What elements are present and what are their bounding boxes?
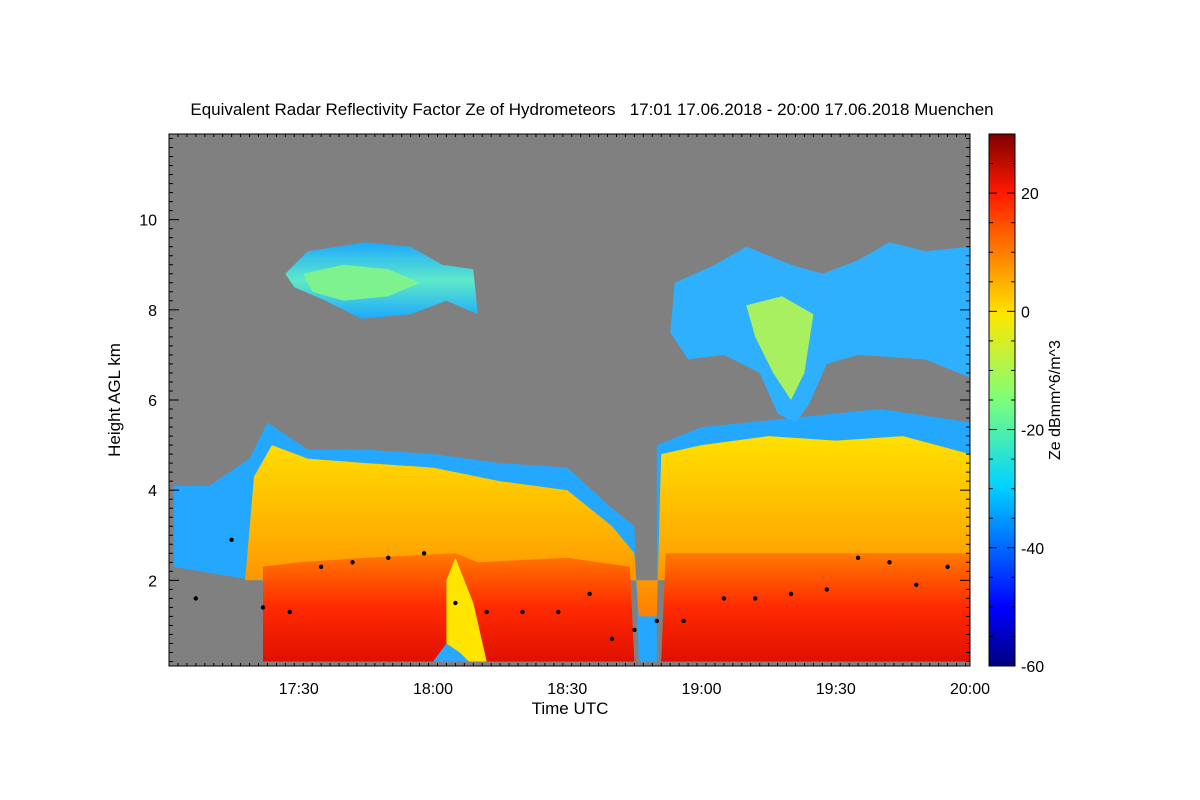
colorbar bbox=[988, 133, 1016, 667]
y-tick-label: 2 bbox=[148, 573, 157, 590]
region-anvil-core bbox=[746, 296, 814, 400]
cloud-base-point bbox=[520, 609, 525, 615]
region-upper-cirrus-core bbox=[303, 264, 420, 301]
x-tick-label: 18:00 bbox=[413, 681, 453, 698]
chart-title: Equivalent Radar Reflectivity Factor Ze … bbox=[190, 100, 993, 119]
cloud-base-point bbox=[421, 551, 427, 556]
cloud-base-point bbox=[788, 591, 794, 597]
cloud-base-point bbox=[824, 587, 829, 592]
x-tick-label: 19:00 bbox=[681, 681, 721, 698]
cloud-base-point bbox=[914, 582, 919, 587]
cloud-base-point bbox=[753, 596, 758, 601]
region-low-level-precipitation bbox=[263, 553, 970, 662]
region-rain-gap bbox=[446, 557, 487, 662]
colorbar-ticks: -60 -40 -20 0 20 bbox=[989, 133, 1044, 676]
plot-area bbox=[168, 133, 971, 667]
x-axis-label: Time UTC bbox=[532, 699, 609, 718]
x-tick-label: 19:30 bbox=[816, 681, 856, 698]
colorbar-tick-label: -40 bbox=[1021, 541, 1044, 558]
colorbar-tick-label: 20 bbox=[1021, 186, 1039, 203]
y-tick-label: 10 bbox=[139, 213, 157, 230]
cloud-base-point bbox=[350, 560, 355, 565]
y-tick-label: 4 bbox=[148, 483, 157, 500]
cloud-base-point bbox=[855, 555, 861, 560]
cloud-base-point bbox=[287, 609, 292, 615]
x-tick-label: 18:30 bbox=[547, 681, 587, 698]
cloud-base-point bbox=[386, 555, 391, 560]
cloud-base-point bbox=[587, 591, 592, 597]
y-tick-label: 8 bbox=[148, 303, 157, 320]
axis-tick-labels: 17:30 18:00 18:30 19:00 19:30 20:00 2 4 6 8 10 bbox=[139, 213, 990, 698]
cloud-base-point bbox=[887, 560, 892, 565]
cloud-base-point bbox=[193, 596, 198, 601]
cloud-base-point bbox=[681, 618, 686, 624]
colorbar-tick-label: -60 bbox=[1021, 659, 1044, 676]
colorbar-tick-label: 0 bbox=[1021, 304, 1030, 321]
cloud-base-point bbox=[556, 609, 561, 615]
cloud-base-point bbox=[453, 600, 458, 606]
cloud-base-point bbox=[632, 627, 637, 633]
y-tick-label: 6 bbox=[148, 393, 157, 410]
cloud-base-point bbox=[721, 596, 727, 601]
x-tick-label: 17:30 bbox=[279, 681, 319, 698]
colorbar-tick-label: -20 bbox=[1021, 423, 1044, 440]
axis-ticks bbox=[168, 134, 970, 666]
cloud-base-point bbox=[260, 605, 266, 610]
cloud-base-point bbox=[484, 609, 489, 615]
region-rain-gap-blue bbox=[433, 643, 469, 662]
x-tick-label: 20:00 bbox=[950, 681, 990, 698]
colorbar-label: Ze dBmm^6/m^3 bbox=[1047, 340, 1064, 460]
cloud-base-point bbox=[654, 618, 659, 624]
cloud-base-point bbox=[609, 636, 615, 642]
y-axis-label: Height AGL km bbox=[105, 343, 124, 457]
cloud-base-point bbox=[318, 564, 324, 569]
region-anvil bbox=[670, 242, 970, 423]
cloud-base-point bbox=[229, 537, 234, 542]
cloud-base-point bbox=[945, 564, 950, 569]
